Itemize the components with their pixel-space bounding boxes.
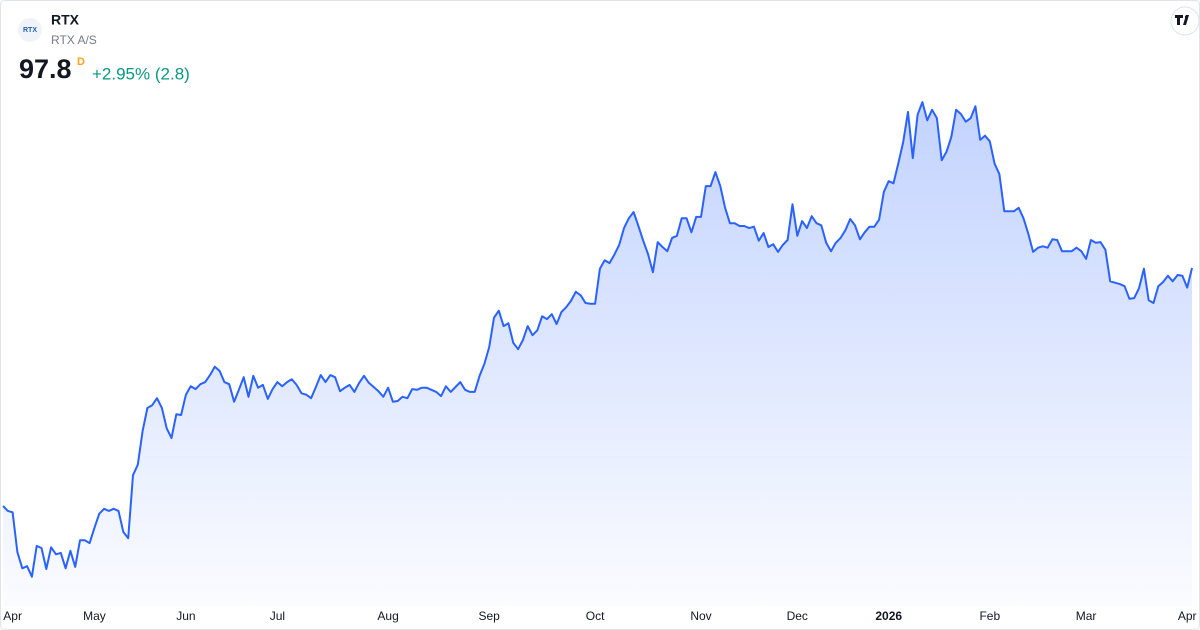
x-tick-label: Apr: [3, 609, 22, 623]
plot: [2, 101, 1193, 606]
x-tick-label: May: [83, 609, 106, 623]
logo-text: RTX: [23, 27, 37, 34]
x-tick-label: Feb: [979, 609, 1000, 623]
x-tick-label: Aug: [377, 609, 398, 623]
x-axis: Apr May Jun Jul Aug Sep Oct Nov Dec 2026 Feb Mar Apr: [3, 609, 1196, 623]
last-price: 97.8: [19, 54, 72, 84]
x-tick-label: 2026: [875, 609, 902, 623]
symbol: RTX: [51, 12, 80, 28]
interval: D: [77, 56, 85, 68]
x-tick-label: Apr: [1178, 609, 1197, 623]
price-change: +2.95% (2.8): [92, 64, 190, 83]
logo: [18, 18, 42, 42]
x-tick-label: Sep: [479, 609, 501, 623]
x-tick-label: Jun: [176, 609, 195, 623]
x-tick-label: Mar: [1076, 609, 1097, 623]
area-fill: [3, 102, 1192, 606]
x-tick-label: Dec: [787, 609, 808, 623]
x-tick-label: Jul: [270, 609, 285, 623]
tradingview-logo[interactable]: [1170, 6, 1200, 36]
price-line: [2, 101, 1193, 578]
x-tick-label: Nov: [690, 609, 711, 623]
x-tick-label: Oct: [586, 609, 605, 623]
company-name: RTX A/S: [51, 33, 97, 47]
